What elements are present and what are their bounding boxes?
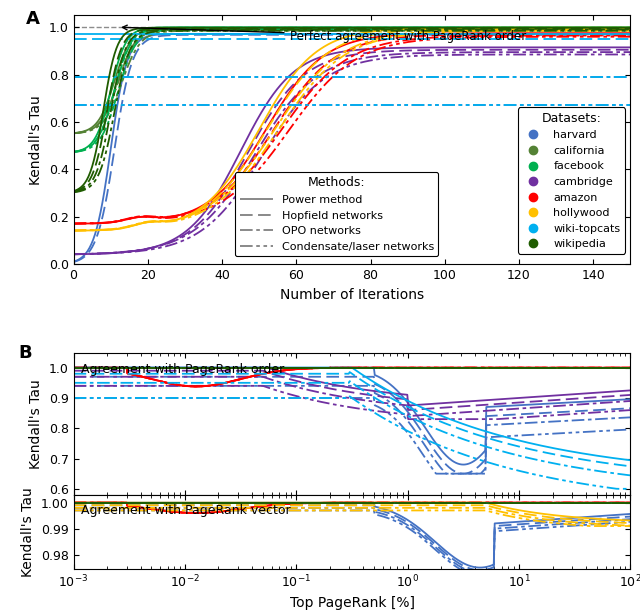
X-axis label: Top PageRank [%]: Top PageRank [%] bbox=[289, 596, 415, 610]
Y-axis label: Kendall's Tau: Kendall's Tau bbox=[29, 95, 43, 184]
Legend: harvard, california, facebook, cambridge, amazon, hollywood, wiki-topcats, wikip: harvard, california, facebook, cambridge… bbox=[518, 107, 625, 253]
Y-axis label: Kendall's Tau: Kendall's Tau bbox=[21, 487, 35, 577]
X-axis label: Number of Iterations: Number of Iterations bbox=[280, 288, 424, 301]
Text: Agreement with PageRank vector: Agreement with PageRank vector bbox=[81, 504, 291, 517]
Text: A: A bbox=[26, 10, 40, 28]
Text: Agreement with PageRank order: Agreement with PageRank order bbox=[81, 362, 284, 376]
Text: B: B bbox=[18, 344, 31, 362]
Y-axis label: Kendall's Tau: Kendall's Tau bbox=[29, 379, 43, 469]
Text: Perfect agreement with PageRank order: Perfect agreement with PageRank order bbox=[122, 25, 526, 43]
